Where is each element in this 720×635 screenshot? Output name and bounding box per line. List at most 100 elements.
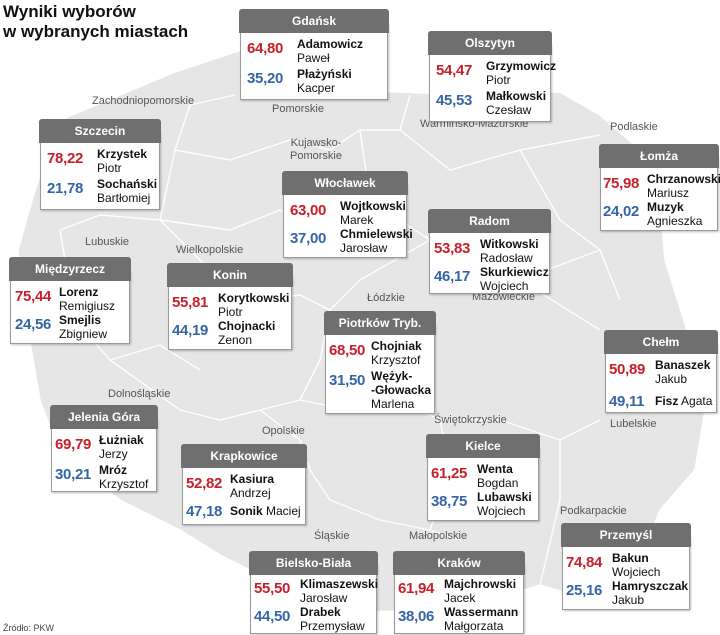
radom-last-1: Witkowski	[480, 237, 539, 251]
piotrkow-last-1: Chojniak	[371, 339, 422, 353]
lomza-last-1: Chrzanowski	[647, 172, 720, 186]
card-piotrkow: Piotrków Tryb. 68,50 Chojniak Krzysztof 3…	[324, 311, 436, 414]
wloclawek-first-2: Jarosław	[340, 241, 388, 255]
piotrkow-first-2: Marlena	[371, 397, 415, 411]
card-piotrkow-title: Piotrków Tryb.	[324, 311, 436, 335]
krakow-first-2: Małgorzata	[444, 619, 504, 633]
lomza-last-2: Muzyk	[647, 200, 684, 214]
krakow-first-1: Jacek	[444, 591, 476, 605]
konin-first-1: Piotr	[218, 305, 243, 319]
szczecin-last-1: Krzystek	[97, 147, 148, 161]
krakow-last-1: Majchrowski	[444, 577, 517, 591]
card-chelm-title: Chełm	[604, 330, 718, 354]
chelm-last-1: Banaszek	[655, 358, 711, 372]
olsztyn-last-2: Małkowski	[486, 89, 547, 103]
szczecin-first-1: Piotr	[97, 161, 122, 175]
miedzyrzecz-last-1: Lorenz	[59, 285, 99, 299]
bielsko-last-2: Drabek	[300, 605, 341, 619]
miedzyrzecz-last-2: Smejlis	[59, 313, 102, 327]
gdansk-first-1: Paweł	[297, 51, 330, 65]
kielce-first-2: Wojciech	[477, 504, 526, 518]
region-lodzkie: Łódzkie	[367, 292, 405, 304]
kielce-pct-1: 61,25	[431, 465, 468, 482]
region-podlaskie: Podlaskie	[610, 121, 658, 133]
card-lomza: Łomża 75,98 Chrzanowski Mariusz 24,02 Muz…	[599, 144, 720, 231]
gdansk-pct-2: 35,20	[247, 70, 284, 87]
map-title: Wyniki wyborów w wybranych miastach	[3, 2, 188, 42]
jelenia-first-2: Krzysztof	[99, 477, 149, 491]
card-miedzyrzecz: Międzyrzecz 75,44 Lorenz Remigiusz 24,56 …	[9, 257, 131, 344]
kielce-pct-2: 38,75	[431, 493, 468, 510]
title-line-1: Wyniki wyborów	[3, 2, 136, 21]
olsztyn-first-1: Piotr	[486, 73, 511, 87]
card-radom: Radom 53,83 Witkowski Radosław 46,17 Skur…	[428, 209, 551, 294]
card-krakow: Kraków 61,94 Majchrowski Jacek 38,06 Wass…	[393, 551, 525, 634]
card-kielce: Kielce 61,25 Wenta Bogdan 38,75 Lubawski W…	[426, 434, 540, 521]
radom-pct-2: 46,17	[434, 268, 471, 285]
krakow-pct-2: 38,06	[398, 608, 435, 625]
region-opolskie: Opolskie	[262, 425, 305, 437]
chelm-pct-1: 50,89	[609, 361, 646, 378]
chelm-last-2: Fisz	[655, 394, 679, 408]
miedzyrzecz-first-1: Remigiusz	[59, 299, 116, 313]
miedzyrzecz-first-2: Zbigniew	[59, 327, 108, 341]
lomza-first-2: Agnieszka	[647, 214, 703, 228]
wloclawek-last-2: Chmielewski	[340, 227, 413, 241]
bielsko-last-1: Klimaszewski	[300, 577, 379, 591]
wloclawek-last-1: Wojtkowski	[340, 199, 406, 213]
region-swietokrzyskie: Świętokrzyskie	[434, 414, 507, 426]
radom-first-1: Radosław	[480, 251, 533, 265]
title-line-2: w wybranych miastach	[3, 22, 189, 41]
piotrkow-pct-2: 31,50	[329, 372, 366, 389]
card-miedzyrzecz-title: Międzyrzecz	[9, 257, 131, 281]
krakow-pct-1: 61,94	[398, 580, 435, 597]
gdansk-last-1: Adamowicz	[297, 37, 364, 51]
konin-first-2: Zenon	[218, 333, 253, 347]
olsztyn-first-2: Czesław	[486, 103, 532, 117]
krakow-last-2: Wassermann	[444, 605, 519, 619]
card-chelm: Chełm 50,89 Banaszek Jakub 49,11 Fisz Aga…	[604, 330, 718, 413]
bielsko-pct-1: 55,50	[254, 580, 291, 597]
szczecin-last-2: Sochański	[97, 177, 158, 191]
card-jelenia-title: Jelenia Góra	[50, 405, 158, 429]
region-podkarpackie: Podkarpackie	[560, 505, 627, 517]
card-przemysl: Przemyśl 74,84 Bakun Wojciech 25,16 Hamry…	[561, 523, 691, 610]
krapkowice-first-1: Andrzej	[230, 486, 271, 500]
card-lomza-title: Łomża	[599, 144, 719, 168]
card-gdansk: Gdańsk 64,80 Adamowicz Paweł 35,20 Płażyń…	[239, 9, 389, 100]
region-mazowieckie: Mazowieckie	[472, 291, 535, 303]
card-kielce-title: Kielce	[426, 434, 540, 458]
card-krapkowice-title: Krapkowice	[181, 444, 307, 468]
region-kujawsko-line-1: Kujawsko-	[290, 137, 342, 149]
piotrkow-pct-1: 68,50	[329, 342, 366, 359]
olsztyn-pct-1: 54,47	[436, 62, 473, 79]
przemysl-first-1: Wojciech	[612, 565, 661, 579]
piotrkow-last-2a: Wężyk-	[371, 369, 413, 383]
card-przemysl-title: Przemyśl	[561, 523, 691, 547]
card-wloclawek: Włocławek 63,00 Wojtkowski Marek 37,00 Ch…	[282, 171, 413, 258]
wloclawek-pct-2: 37,00	[290, 230, 327, 247]
krapkowice-pct-1: 52,82	[186, 475, 223, 492]
jelenia-first-1: Jerzy	[99, 447, 128, 461]
card-radom-title: Radom	[428, 209, 551, 233]
card-konin-title: Konin	[167, 263, 293, 287]
radom-last-2: Skurkiewicz	[480, 265, 549, 279]
card-olsztyn-title: Olszytyn	[428, 31, 552, 55]
krapkowice-pct-2: 47,18	[186, 503, 223, 520]
bielsko-first-2: Przemysław	[300, 619, 365, 633]
jelenia-last-1: Łużniak	[99, 433, 144, 447]
szczecin-pct-2: 21,78	[47, 180, 84, 197]
kielce-last-2: Lubawski	[477, 490, 532, 504]
lomza-pct-2: 24,02	[603, 203, 640, 220]
olsztyn-last-1: Grzymowicz	[486, 59, 557, 73]
card-konin: Konin 55,81 Korytkowski Piotr 44,19 Chojn…	[167, 263, 293, 350]
card-krapkowice: Krapkowice 52,82 Kasiura Andrzej 47,18 So…	[181, 444, 307, 525]
region-lubuskie: Lubuskie	[85, 236, 130, 248]
przemysl-pct-2: 25,16	[566, 582, 603, 599]
card-bielsko: Bielsko-Biała 55,50 Klimaszewski Jarosław…	[249, 551, 379, 634]
miedzyrzecz-pct-1: 75,44	[15, 288, 52, 305]
card-szczecin: Szczecin 78,22 Krzystek Piotr 21,78 Socha…	[39, 119, 161, 210]
card-olsztyn: Olszytyn 54,47 Grzymowicz Piotr 45,53 Mał…	[428, 31, 556, 122]
region-malopolskie: Małopolskie	[409, 530, 468, 542]
radom-first-2: Wojciech	[480, 279, 529, 293]
